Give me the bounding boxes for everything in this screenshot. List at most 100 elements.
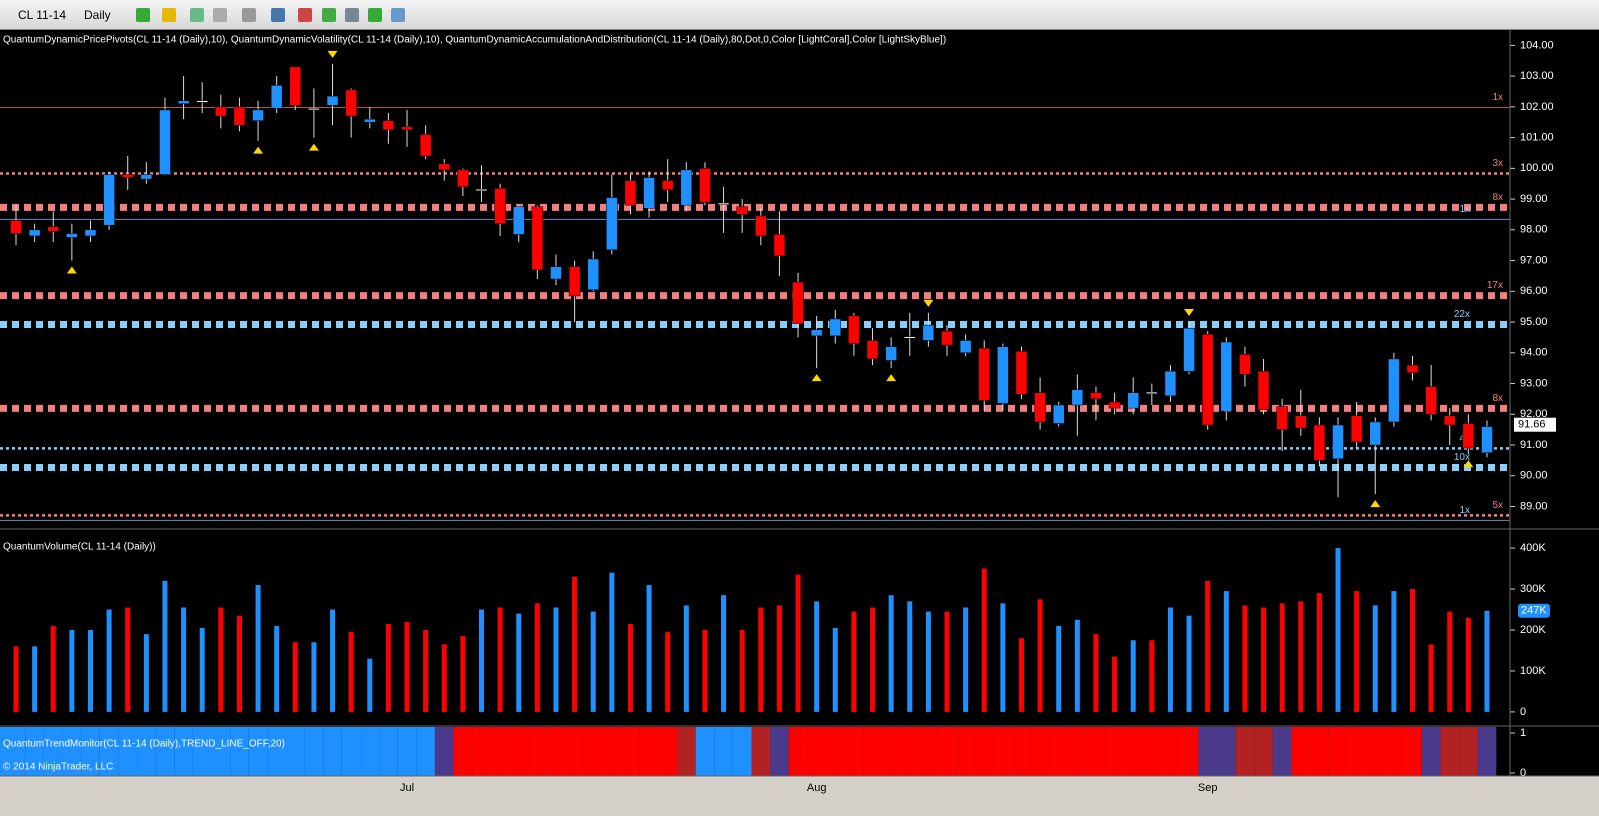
trend-cell [658,727,678,776]
y-tick-label: 102.00 [1520,101,1554,113]
trend-cell [472,727,491,776]
bar-type-button[interactable] [136,8,150,22]
trend-cell [844,727,864,776]
candle-body [978,347,990,401]
volume-bar [1465,617,1471,712]
trend-cell [304,727,324,776]
candle-body [1481,426,1493,453]
trend-cell [118,727,138,776]
trend-cell [956,727,975,776]
cursor-button[interactable] [242,8,256,22]
trend-cell [993,727,1013,776]
candle-body [1295,415,1307,429]
trend-cell [1272,727,1292,776]
tool-button[interactable] [391,8,405,22]
volume-bar [963,607,969,712]
tool-button[interactable] [345,8,359,22]
last-price-tag [1514,417,1556,432]
candle-body [1071,389,1084,406]
tool-button[interactable] [322,8,336,22]
interval-selector[interactable]: Daily [84,8,111,22]
volume-bar [1018,638,1024,712]
trend-cell [714,727,733,776]
candle-body [531,206,544,271]
volume-bar [1447,611,1453,712]
volume-bar [1372,605,1378,712]
y-tick-label: 97.00 [1520,254,1548,266]
candle-body [922,324,935,341]
volume-bar [106,609,112,712]
trend-cell [341,727,361,776]
trend-cell [1459,727,1478,776]
pivot-marker [923,299,934,307]
y-tick-label: 100K [1520,665,1546,677]
trend-cell [211,727,231,776]
trend-cell [230,727,249,776]
volume-bar [162,580,168,712]
y-tick-label: 100.00 [1520,162,1554,174]
candle-body [159,109,171,175]
pivot-level-label: 17x [1487,280,1503,291]
candle-body [1443,415,1456,426]
candle-body [755,215,767,237]
trend-cell [1161,727,1180,776]
volume-bar [888,595,894,712]
volume-bar [1354,591,1360,712]
y-tick-label: 103.00 [1520,70,1554,82]
tool-button[interactable] [368,8,382,22]
pivot-marker [66,266,77,274]
candle-body [196,100,208,103]
y-tick-label: 101.00 [1520,131,1554,143]
pivot-level-label: 5x [1492,500,1503,511]
candle-body [289,66,302,106]
pivot-marker [1370,500,1381,508]
copyright: © 2014 NinjaTrader, LLC [3,762,113,773]
candle-body [829,318,842,337]
trend-cell [1365,727,1385,776]
candle-body [717,202,730,205]
pivot-marker [308,143,319,151]
zoom-button[interactable] [271,8,285,22]
y-tick-label: 300K [1520,583,1546,595]
candle-body [66,233,78,238]
candle-body [792,281,804,324]
tool-button[interactable] [190,8,204,22]
trend-cell [99,727,119,776]
volume-bar [1391,591,1397,712]
candle-body [1350,415,1363,443]
candle-body [382,120,395,131]
candle-body [606,197,618,251]
tool-button[interactable] [213,8,227,22]
candle-body [736,206,748,215]
status-bar [0,800,1599,816]
trend-cell [1179,727,1199,776]
trend-cell [137,727,156,776]
trend-cell [1049,727,1069,776]
volume-bar [832,627,838,712]
trend-cell [509,727,529,776]
volume-bar [646,584,652,712]
trend-cell [621,727,640,776]
volume-bar [1205,580,1211,712]
trend-cell [602,727,622,776]
trend-cell [528,727,547,776]
candle-body [941,331,953,346]
candle-body [512,206,525,235]
draw-button[interactable] [162,8,176,22]
candle-body [252,109,264,121]
volume-bar [274,625,280,712]
candle-body [1332,424,1344,460]
tool-button[interactable] [298,8,312,22]
volume-bar [69,630,75,712]
toolbar: CL 11-14 Daily [0,0,1599,30]
candle-body [587,258,599,291]
candle-body [1425,386,1437,415]
pivot-level-label: 1x [1459,204,1470,215]
trend-cell [379,727,398,776]
x-tick-label: Sep [1198,782,1218,794]
y-tick-label: 91.00 [1520,439,1548,451]
symbol-selector[interactable]: CL 11-14 [18,8,67,22]
trend-cell [490,727,510,776]
volume-bar [981,568,987,712]
trend-cell [770,727,789,776]
